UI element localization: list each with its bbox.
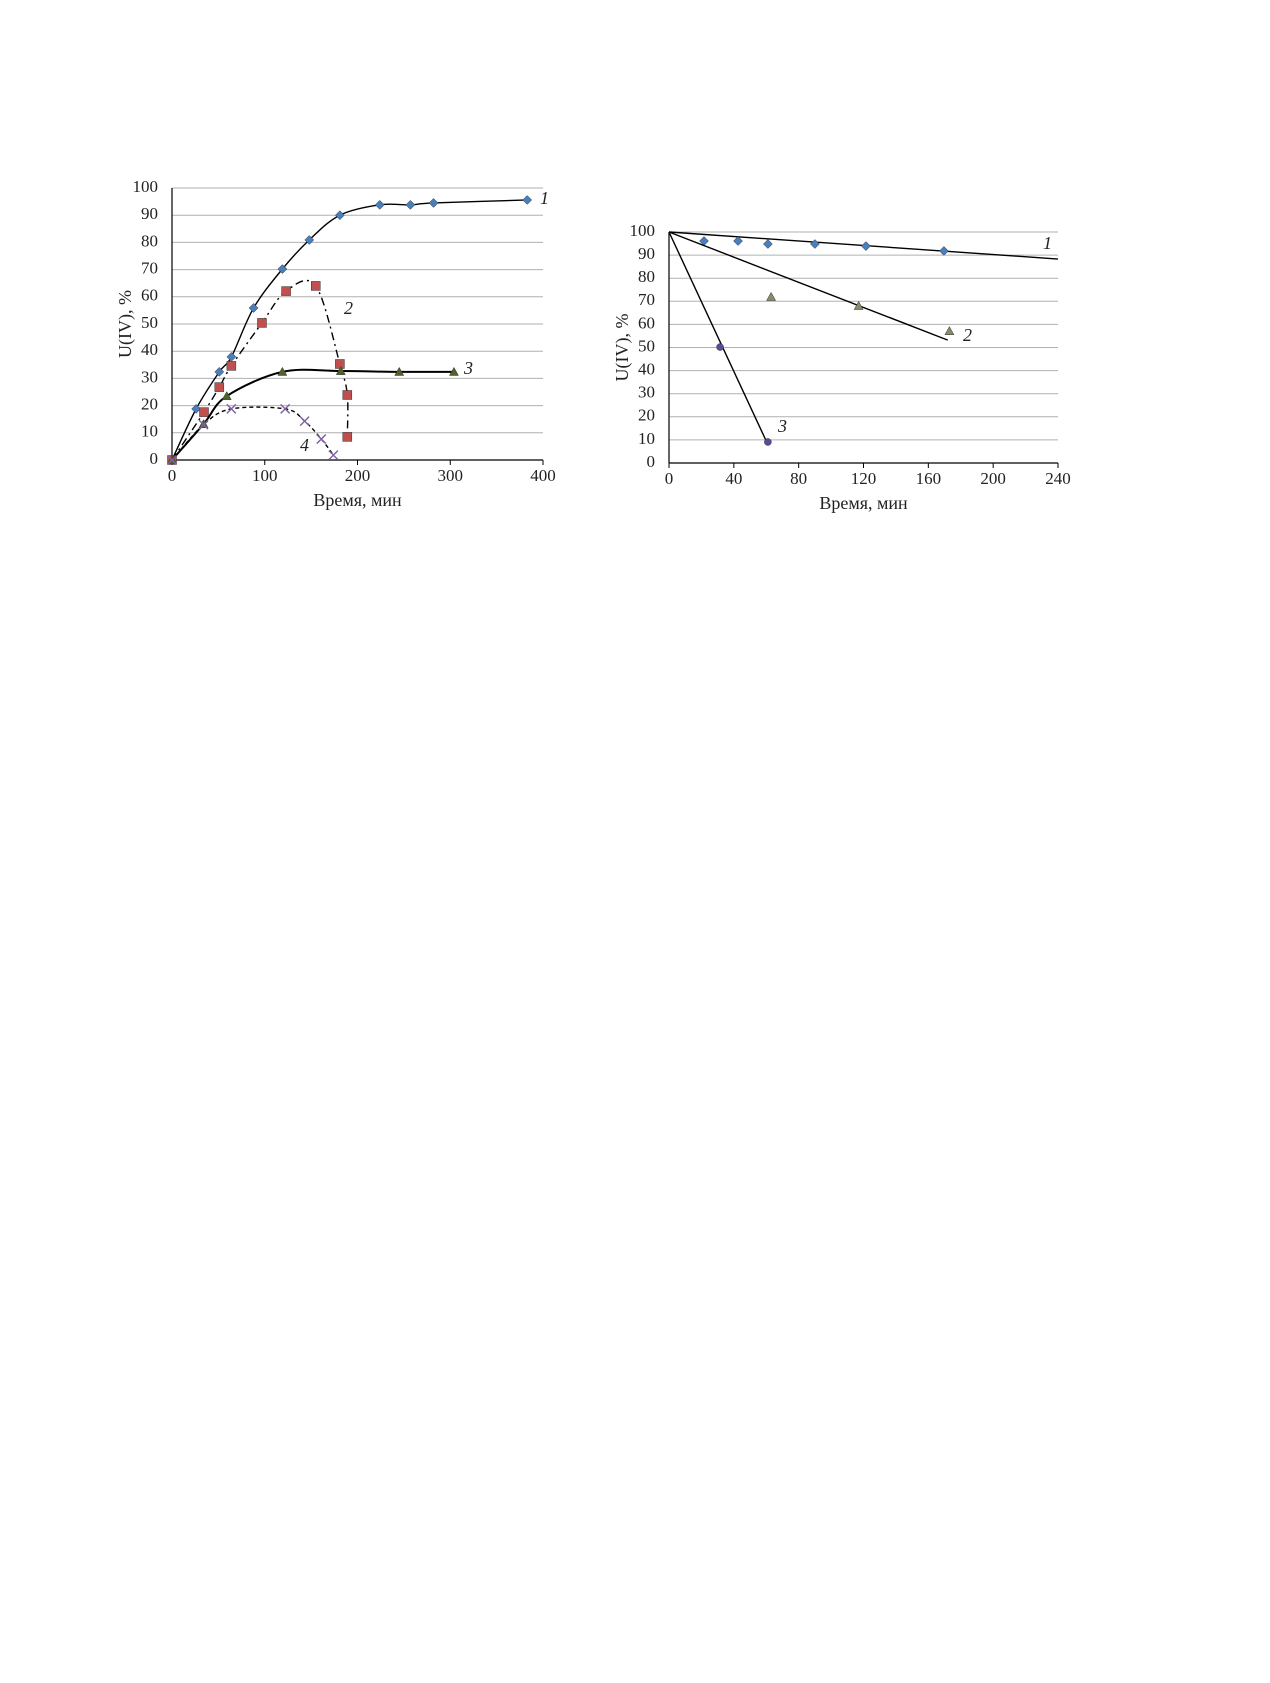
marker	[522, 195, 533, 205]
marker	[335, 366, 346, 375]
marker	[405, 200, 416, 210]
x-tick-label: 400	[530, 466, 556, 485]
marker	[198, 419, 209, 430]
marker	[944, 326, 955, 335]
marker	[281, 286, 291, 296]
y-tick-label: 70	[638, 290, 655, 309]
marker	[328, 450, 339, 461]
y-tick-label: 30	[141, 367, 158, 386]
y-tick-label: 0	[647, 452, 656, 471]
marker	[342, 432, 353, 442]
marker	[335, 210, 345, 221]
marker	[257, 318, 267, 328]
marker	[733, 236, 743, 246]
x-tick-label: 0	[665, 469, 674, 488]
series-label: 2	[963, 325, 972, 345]
marker	[316, 434, 327, 445]
marker	[280, 403, 291, 414]
x-tick-label: 40	[725, 469, 742, 488]
marker	[766, 291, 777, 301]
marker	[763, 239, 773, 249]
y-tick-label: 60	[141, 286, 158, 305]
series-label: 1	[540, 188, 549, 208]
y-tick-label: 60	[638, 313, 655, 332]
curve	[171, 199, 528, 461]
y-tick-label: 90	[141, 204, 158, 223]
marker	[304, 235, 315, 245]
marker	[277, 264, 288, 274]
x-tick-label: 80	[790, 469, 807, 488]
marker	[226, 352, 237, 362]
marker	[428, 198, 439, 208]
marker	[716, 343, 724, 351]
marker	[861, 241, 871, 251]
y-tick-label: 0	[150, 449, 159, 468]
y-tick-label: 20	[141, 395, 158, 414]
marker	[342, 390, 353, 400]
marker	[764, 438, 772, 446]
marker	[311, 281, 321, 291]
marker	[214, 382, 225, 392]
x-tick-label: 100	[252, 466, 278, 485]
y-tick-label: 70	[141, 259, 158, 278]
marker	[299, 416, 310, 427]
x-tick-label: 0	[168, 466, 177, 485]
y-tick-label: 10	[141, 422, 158, 441]
y-tick-label: 80	[141, 231, 158, 250]
y-tick-label: 50	[638, 336, 655, 355]
x-tick-label: 120	[851, 469, 877, 488]
marker	[226, 403, 237, 414]
marker	[214, 367, 225, 377]
x-tick-label: 160	[916, 469, 942, 488]
x-axis-label: Время, мин	[313, 490, 402, 510]
marker	[939, 246, 949, 256]
y-tick-label: 100	[133, 177, 159, 196]
x-tick-label: 200	[980, 469, 1006, 488]
y-tick-label: 90	[638, 244, 655, 263]
y-tick-label: 50	[141, 313, 158, 332]
marker	[374, 200, 385, 210]
marker	[277, 366, 288, 376]
marker	[810, 239, 820, 249]
series-label: 3	[777, 416, 787, 436]
x-tick-label: 240	[1045, 469, 1071, 488]
marker	[335, 359, 345, 369]
x-axis-label: Время, мин	[819, 493, 908, 513]
y-tick-label: 100	[630, 221, 656, 240]
fit-line	[668, 231, 769, 445]
series-label: 4	[300, 435, 309, 455]
marker	[166, 454, 178, 466]
y-axis-label: U(IV), %	[612, 314, 633, 382]
y-tick-label: 10	[638, 429, 655, 448]
marker	[199, 407, 209, 417]
series-label: 1	[1043, 233, 1052, 253]
series-label: 3	[463, 358, 473, 378]
marker	[853, 300, 864, 310]
series-label: 2	[344, 298, 353, 318]
y-axis-label: U(IV), %	[115, 290, 136, 358]
marker	[226, 361, 237, 371]
x-tick-label: 300	[438, 466, 464, 485]
y-tick-label: 20	[638, 406, 655, 425]
curve	[171, 279, 349, 461]
marker	[449, 366, 459, 376]
fit-line	[668, 231, 949, 341]
y-tick-label: 40	[638, 360, 655, 379]
x-tick-label: 200	[345, 466, 371, 485]
marker	[248, 303, 259, 313]
marker	[221, 391, 232, 400]
curve	[171, 368, 454, 461]
y-tick-label: 30	[638, 383, 655, 402]
marker	[191, 404, 201, 414]
y-tick-label: 40	[141, 340, 158, 359]
y-tick-label: 80	[638, 267, 655, 286]
marker	[394, 366, 405, 376]
